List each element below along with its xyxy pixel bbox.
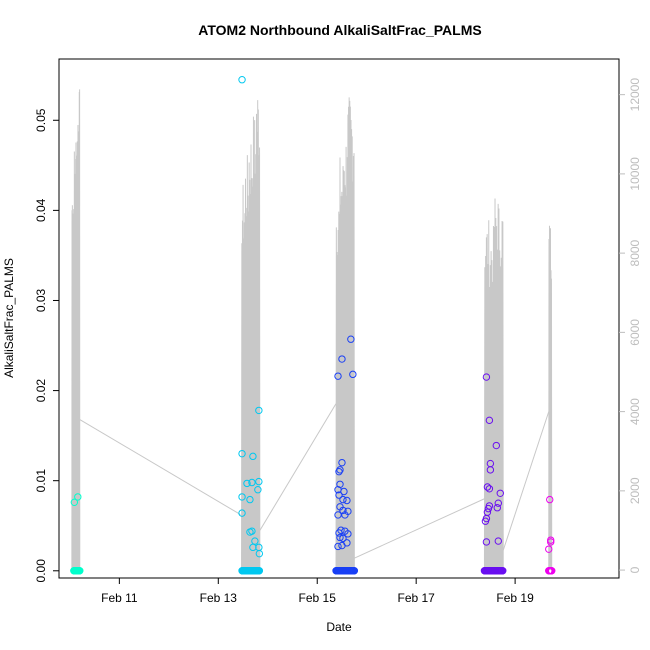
data-point-zero <box>499 567 507 575</box>
data-point <box>338 458 346 467</box>
data-point <box>254 486 262 494</box>
data-point <box>74 493 82 501</box>
data-point <box>482 373 491 381</box>
y2-tick-label: 10000 <box>628 157 642 191</box>
x-axis: Feb 11 Feb 13 Feb 15 Feb 17 Feb 19 <box>101 578 534 605</box>
data-point <box>339 495 347 504</box>
data-point <box>344 530 352 538</box>
y2-tick-label: 0 <box>628 566 642 573</box>
data-point <box>343 539 351 547</box>
data-point <box>482 538 491 546</box>
data-point-zero <box>350 567 359 575</box>
y-tick-label: 0.03 <box>34 288 48 312</box>
y-tick-label: 0.05 <box>34 108 48 132</box>
data-point <box>335 491 343 499</box>
data-point <box>246 495 254 504</box>
data-point <box>338 355 346 363</box>
data-point <box>340 487 348 496</box>
x-tick-label: Feb 11 <box>101 591 138 605</box>
x-tick-label: Feb 13 <box>200 591 238 605</box>
data-point <box>336 533 344 542</box>
data-point <box>493 504 501 512</box>
y-tick-label: 0.01 <box>34 469 48 493</box>
y2-tick-label: 2000 <box>628 477 642 504</box>
data-point-zero <box>548 567 556 575</box>
y2-tick-label: 4000 <box>628 398 642 425</box>
altitude-ferry-line-4 <box>502 411 550 551</box>
altitude-flight-4 <box>483 198 504 571</box>
data-point <box>238 449 246 458</box>
data-point <box>70 498 79 507</box>
data-point <box>249 452 257 461</box>
x-tick-label: Feb 17 <box>397 591 435 605</box>
data-point <box>484 504 493 513</box>
data-point <box>255 406 263 415</box>
data-points <box>70 76 556 575</box>
y-axis-label: AlkaliSaltFrac_PALMS <box>2 258 16 378</box>
data-point <box>343 496 351 505</box>
data-point <box>238 509 246 517</box>
data-point <box>334 372 342 380</box>
data-point <box>496 489 504 497</box>
data-point <box>485 485 494 493</box>
data-point-zero <box>255 567 264 575</box>
data-point <box>492 441 501 450</box>
x-tick-label: Feb 15 <box>299 591 337 605</box>
altitude-flight-5 <box>548 225 553 571</box>
y2-axis: 0 2000 4000 6000 8000 10000 12000 <box>619 78 642 573</box>
data-point <box>336 466 344 474</box>
data-point <box>246 528 254 536</box>
data-point <box>545 545 553 553</box>
data-point <box>485 416 494 425</box>
data-point <box>238 493 246 501</box>
data-point <box>486 466 495 474</box>
data-point <box>339 506 347 515</box>
data-point <box>349 370 357 379</box>
y-tick-label: 0.02 <box>34 379 48 403</box>
y2-tick-label: 6000 <box>628 319 642 346</box>
data-point <box>494 537 502 545</box>
altitude-ferry-line-1 <box>79 419 241 516</box>
data-point <box>481 517 490 525</box>
data-point <box>347 335 355 343</box>
data-point <box>339 534 347 543</box>
data-point <box>341 511 349 519</box>
data-point <box>334 511 342 519</box>
data-point <box>547 538 555 546</box>
y2-tick-label: 8000 <box>628 239 642 266</box>
data-point <box>335 467 343 476</box>
data-point-zero <box>76 567 84 575</box>
y-tick-label: 0.04 <box>34 198 48 222</box>
data-point <box>334 542 342 551</box>
chart-title: ATOM2 Northbound AlkaliSaltFrac_PALMS <box>198 22 481 38</box>
data-point <box>248 478 256 487</box>
altitude-flight-1 <box>71 89 81 571</box>
x-tick-label: Feb 19 <box>496 591 534 605</box>
altitude-flight-3 <box>335 97 355 571</box>
data-point <box>546 495 554 504</box>
data-point <box>255 477 263 486</box>
y-tick-label: 0.00 <box>34 559 48 583</box>
x-axis-label: Date <box>326 620 352 634</box>
altitude-trace <box>71 89 553 571</box>
data-point <box>243 479 251 488</box>
y-axis: 0.00 0.01 0.02 0.03 0.04 0.05 <box>34 108 59 582</box>
altitude-ferry-line-3 <box>354 498 485 559</box>
data-point <box>483 483 492 491</box>
plot-frame <box>58 58 620 579</box>
altitude-ferry-line-2 <box>259 403 337 531</box>
data-point <box>238 76 246 84</box>
data-point <box>494 499 502 507</box>
y2-tick-label: 12000 <box>628 78 642 112</box>
data-point <box>255 549 264 558</box>
